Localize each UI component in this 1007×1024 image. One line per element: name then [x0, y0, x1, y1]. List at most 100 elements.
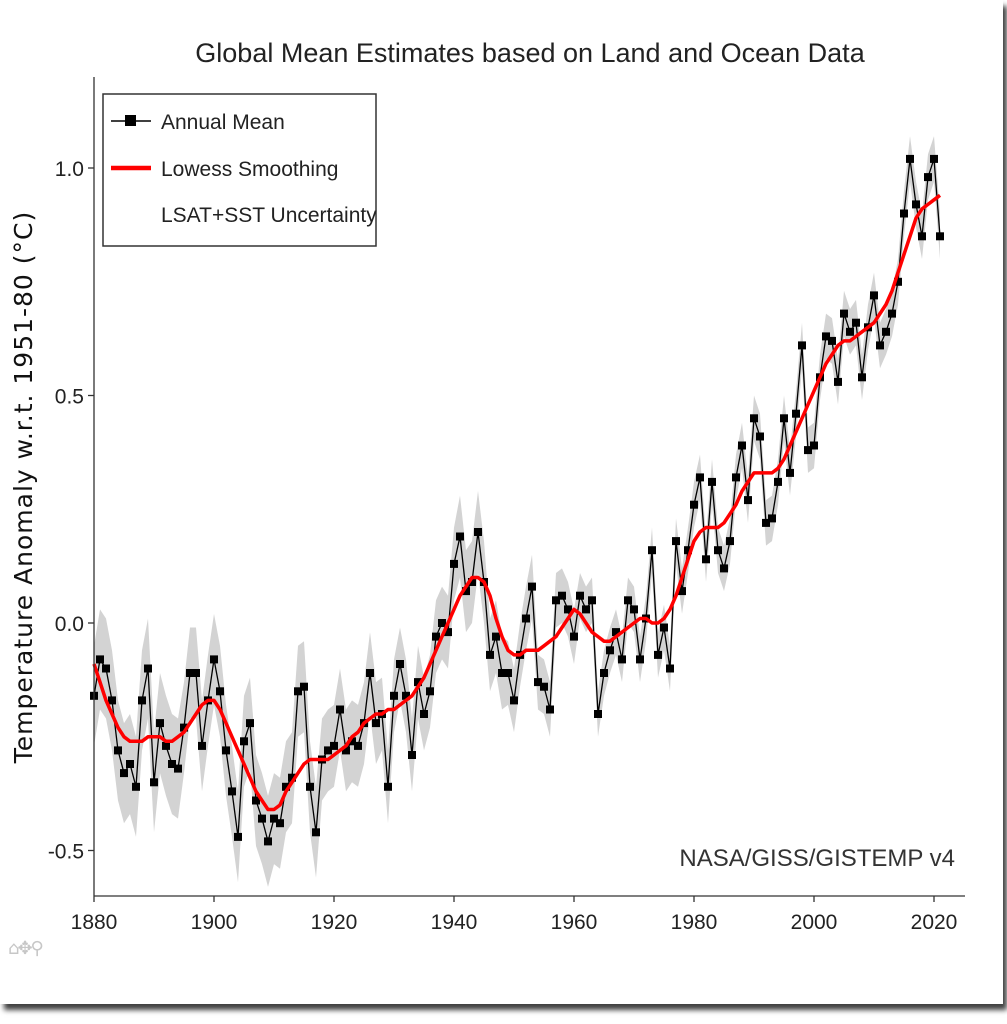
annual-mean-point: [504, 669, 512, 677]
annual-mean-point: [174, 764, 182, 773]
annual-mean-point: [444, 628, 452, 637]
annual-mean-point: [246, 719, 254, 728]
annual-mean-point: [852, 318, 860, 327]
annual-mean-point: [108, 696, 116, 705]
annual-mean-point: [936, 232, 944, 241]
annual-mean-point: [366, 669, 374, 677]
y-tick-label: 1.0: [55, 158, 84, 181]
annual-mean-point: [630, 605, 638, 614]
annual-mean-point: [102, 664, 110, 673]
annual-mean-point: [588, 596, 596, 605]
annual-mean-point: [348, 737, 356, 746]
y-tick-label: 0.0: [55, 613, 84, 636]
annual-mean-point: [288, 773, 296, 782]
annual-mean-point: [180, 723, 188, 732]
annual-mean-point: [654, 650, 662, 659]
chart-toolbar: ⌂✥⚲: [8, 938, 44, 959]
annual-mean-point: [600, 669, 608, 677]
annual-mean-point: [438, 619, 446, 627]
annual-mean-point: [354, 741, 362, 750]
annual-mean-point: [876, 341, 884, 350]
annual-mean-point: [132, 782, 140, 791]
annual-mean-point: [888, 309, 896, 318]
annual-mean-point: [156, 719, 164, 728]
annual-mean-point: [738, 441, 746, 450]
annual-mean-point: [426, 687, 434, 696]
x-tick-label: 1920: [311, 911, 358, 934]
annual-mean-point: [402, 691, 410, 700]
annual-mean-point: [798, 341, 806, 350]
annual-mean-point: [126, 760, 134, 768]
annual-mean-point: [474, 528, 482, 536]
annual-mean-point: [618, 655, 626, 664]
legend: Annual Mean Lowess Smoothing LSAT+SST Un…: [102, 93, 377, 247]
annual-mean-point: [720, 564, 728, 573]
annual-mean-point: [648, 546, 656, 555]
annual-mean-point: [924, 173, 932, 182]
annual-mean-point: [144, 664, 152, 673]
annual-mean-point: [750, 414, 758, 423]
annual-mean-point: [336, 705, 344, 714]
annual-mean-point: [456, 532, 464, 541]
annual-mean-point: [396, 660, 404, 668]
annual-mean-point: [258, 814, 266, 823]
annual-mean-point: [462, 587, 470, 596]
zoom-icon[interactable]: ⚲: [30, 938, 44, 959]
axes: 1880 1900 1920 1940 1960 1980 2000 2020 -0.5 0.0 0…: [48, 77, 965, 934]
annual-mean-point: [906, 154, 914, 163]
annual-mean-point: [228, 787, 236, 796]
annual-mean-point: [558, 591, 566, 600]
annual-mean-point: [168, 760, 176, 768]
x-tick-label: 2020: [911, 911, 958, 934]
pan-icon[interactable]: ✥: [17, 938, 32, 959]
annual-mean-point: [162, 741, 170, 750]
annual-mean-point: [582, 605, 590, 614]
annual-mean-point: [282, 782, 290, 791]
annual-mean-point: [390, 691, 398, 700]
annual-mean-point: [120, 769, 128, 778]
annual-mean-point: [372, 719, 380, 728]
annual-mean-point: [732, 473, 740, 482]
annual-mean-point: [192, 669, 200, 677]
annual-mean-point: [672, 537, 680, 546]
home-icon[interactable]: ⌂: [8, 938, 20, 959]
annual-mean-point: [306, 782, 314, 791]
annual-mean-point: [696, 473, 704, 482]
x-tick-label: 1900: [191, 911, 238, 934]
annual-mean-point: [300, 682, 308, 691]
annual-mean-point: [570, 632, 578, 641]
annual-mean-point: [552, 596, 560, 605]
annual-mean-point: [540, 682, 548, 691]
x-tick-label: 1880: [71, 911, 118, 934]
annual-mean-point: [840, 309, 848, 318]
annual-mean-point: [408, 751, 416, 759]
annual-mean-point: [216, 687, 224, 696]
annual-mean-point: [234, 832, 242, 841]
annual-mean-point: [828, 336, 836, 345]
annual-mean-point: [312, 828, 320, 837]
annual-mean-point: [510, 696, 518, 705]
annual-mean-point: [624, 596, 632, 605]
annual-mean-point: [768, 514, 776, 523]
annual-mean-point: [882, 327, 890, 336]
annual-mean-point: [858, 373, 866, 382]
annual-mean-point: [138, 696, 146, 705]
annual-mean-point: [606, 646, 614, 655]
annual-mean-point: [894, 277, 902, 286]
annual-mean-point: [636, 655, 644, 664]
annual-mean-point: [702, 555, 710, 564]
legend-entry-lowess: Lowess Smoothing: [161, 158, 338, 181]
annual-mean-point: [612, 628, 620, 637]
annual-mean-point: [468, 578, 476, 586]
annual-mean-point: [414, 678, 422, 687]
annual-mean-point: [918, 232, 926, 241]
annual-mean-point: [546, 705, 554, 714]
annual-mean-point: [660, 623, 668, 632]
chart-title: Global Mean Estimates based on Land and …: [195, 38, 865, 68]
annual-mean-point: [96, 655, 104, 664]
annual-mean-point: [912, 200, 920, 209]
y-axis-label: Temperature Anomaly w.r.t. 1951-80 (°C): [9, 211, 38, 765]
y-tick-label: 0.5: [55, 386, 84, 409]
annual-mean-point: [270, 814, 278, 823]
